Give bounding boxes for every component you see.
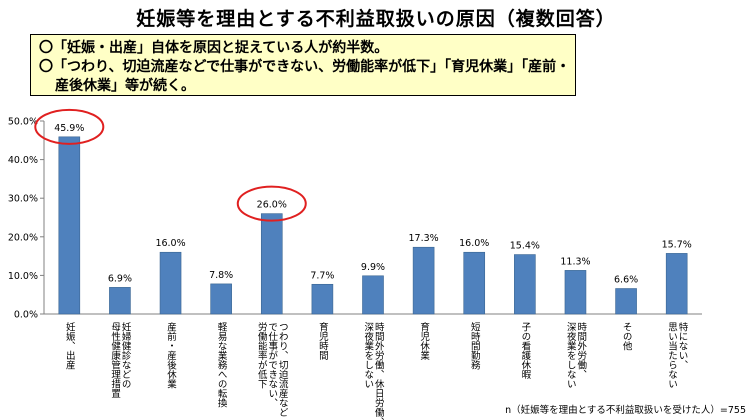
bar [311,283,334,315]
data-label: 6.9% [108,273,132,284]
bar [514,254,536,315]
data-label: 26.0% [257,200,287,211]
data-label: 7.7% [310,270,334,281]
bar [412,246,435,315]
data-label: 45.9% [54,123,84,134]
category-label: 時間外労働、 [575,322,587,379]
highlight-ellipse [34,108,105,145]
data-label: 11.3% [560,256,590,267]
bar [109,287,131,315]
bar [159,251,182,315]
y-tick-label: 0.0% [14,310,38,321]
chart-data-labels: 45.9% 6.9% 16.0% 7.8% 26.0% 7.7% 9.9% 17.3% 16.0… [54,123,692,286]
bar [58,136,81,315]
data-label: 15.4% [510,241,540,252]
category-label: 軽易な業務への転換 [216,322,228,408]
summary-line-3: 産後休業」等が続く。 [55,78,195,94]
category-label: 深夜業をしない [362,322,374,389]
bar [615,288,637,315]
data-label: 15.7% [662,239,692,250]
category-label: 母性健康管理措置 [109,322,121,398]
category-label: 時間外労働、休日労働、 [373,322,385,420]
y-tick-label: 10.0% [8,271,38,282]
category-label: 労働能率が低下 [256,321,268,389]
data-label: 7.8% [209,270,233,281]
category-label: 短時間勤務 [469,321,481,370]
y-tick-label: 20.0% [8,232,38,243]
category-label: 育児休業 [418,321,430,361]
y-tick-label: 40.0% [8,155,38,166]
bar [665,253,688,315]
category-label: つわり、切迫流産など [277,322,289,417]
bar [564,270,587,315]
category-label: で仕事ができない、 [266,322,278,408]
summary-line-1: 〇「妊娠・出産」自体を原因と捉えている人が約半数。 [39,40,389,56]
summary-box: 〇「妊娠・出産」自体を原因と捉えている人が約半数。 〇「つわり、切迫流産などで仕… [30,34,576,96]
category-label: その他 [621,322,633,351]
bar [260,213,283,315]
bar [463,251,486,315]
category-label: 育児時間 [317,321,329,361]
data-label: 6.6% [614,275,638,286]
summary-line-2: 〇「つわり、切迫流産などで仕事ができない、労働能率が低下」「育児休業」「産前・ [39,59,571,75]
category-label: 特にない、 [676,321,688,369]
data-label: 16.0% [459,238,489,249]
data-label: 9.9% [361,262,385,273]
category-label: 思い当たらない [666,322,678,389]
chart-bars [58,136,688,315]
category-label: 子の看護休暇 [519,322,531,380]
chart-highlights [34,108,307,222]
data-label: 17.3% [409,233,439,244]
y-tick-label: 50.0% [8,117,38,128]
footnote: n（妊娠等を理由とする不利益取扱いを受けた人）=755 [505,405,746,416]
data-label: 16.0% [155,238,185,249]
bar [210,283,232,315]
category-label: 産前・産後休業 [165,321,177,389]
category-label: 深夜業をしない [565,322,577,389]
bar [362,275,384,315]
category-label: 妊娠、出産 [64,321,76,370]
page-title: 妊娠等を理由とする不利益取扱いの原因（複数回答） [136,8,616,30]
highlight-ellipse [236,185,307,222]
category-label: 妊婦健診などの [120,321,132,388]
y-tick-label: 30.0% [8,194,38,205]
